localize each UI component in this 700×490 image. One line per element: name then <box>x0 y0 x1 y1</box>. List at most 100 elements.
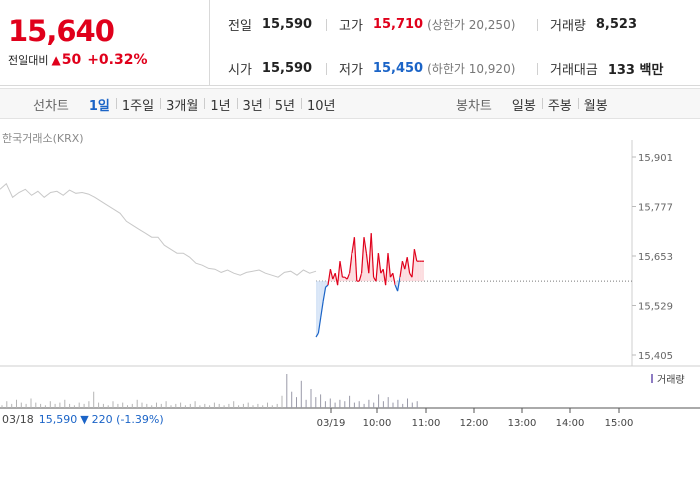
stat-value: 15,710 <box>372 17 424 32</box>
today-area-fill <box>402 261 405 282</box>
stat-amount: 거래대금 133 백만 <box>537 59 663 78</box>
today-line-segment <box>406 257 411 274</box>
x-tick-label: 14:00 <box>556 418 585 429</box>
today-line-segment <box>358 272 363 282</box>
today-line-segment <box>385 253 389 286</box>
today-line-segment <box>370 233 375 278</box>
today-line-segment <box>397 277 401 292</box>
stat-label: 저가 <box>339 63 363 78</box>
today-area-fill <box>414 249 417 282</box>
x-tick-label: 13:00 <box>508 418 537 429</box>
today-area-fill <box>342 277 345 282</box>
today-line-segment <box>325 284 329 288</box>
prev-day-summary: 03/18 15,590 ▼ 220 (-1.39%) <box>2 413 164 426</box>
today-line-segment <box>411 249 415 278</box>
y-tick-label: 15,653 <box>638 252 673 263</box>
prev-day-pct: (-1.39%) <box>116 413 164 426</box>
tab-monthly[interactable]: 월봉 <box>577 95 614 114</box>
stat-value: 133 백만 <box>607 63 664 78</box>
x-tick-label: 11:00 <box>412 418 441 429</box>
x-tick-label: 12:00 <box>460 418 489 429</box>
y-tick-label: 15,405 <box>638 351 673 362</box>
change-percent: +0.32% <box>87 52 148 68</box>
today-line-segment <box>368 233 372 274</box>
previous-day-line <box>0 182 317 278</box>
y-tick-label: 15,777 <box>638 203 673 214</box>
tab-1y[interactable]: 1년 <box>204 95 236 114</box>
x-tick-label: 10:00 <box>363 418 392 429</box>
stat-value: 15,590 <box>261 17 313 32</box>
today-area-fill <box>416 261 420 282</box>
tab-5y[interactable]: 5년 <box>268 95 301 114</box>
today-area-fill <box>316 281 319 338</box>
stat-value: 15,450 <box>372 61 424 76</box>
today-line-segment <box>399 261 403 278</box>
today-line-segment <box>413 249 418 262</box>
today-area-fill <box>352 237 355 282</box>
today-line-segment <box>346 272 351 280</box>
x-tick-label: 03/19 <box>317 418 346 429</box>
stat-label: 시가 <box>228 63 252 78</box>
today-line-segment <box>329 269 334 280</box>
x-tick-label: 15:00 <box>605 418 634 429</box>
stat-value: 15,590 <box>261 61 313 76</box>
stat-label: 고가 <box>339 19 363 34</box>
today-line-segment <box>377 253 382 274</box>
stat-label: 거래량 <box>550 19 586 34</box>
today-line-segment <box>322 287 327 302</box>
today-line-segment <box>375 253 379 282</box>
prev-day-close: 15,590 <box>38 413 78 426</box>
today-line-segment <box>317 316 322 334</box>
today-line-segment <box>320 301 324 318</box>
today-area-fill <box>320 281 324 318</box>
today-area-fill <box>364 237 367 282</box>
today-line-segment <box>363 237 367 254</box>
today-line-segment <box>337 261 341 286</box>
tab-1d[interactable]: 1일 <box>88 99 110 114</box>
today-area-fill <box>421 261 424 282</box>
today-line-segment <box>339 261 343 278</box>
tab-1w[interactable]: 1주일 <box>115 95 160 114</box>
volume-swatch <box>651 374 653 383</box>
stat-label: 전일 <box>228 19 252 34</box>
quote-panel: 15,640 전일대비 ▲ 50 +0.32% 전일 15,590 시가 15,… <box>0 0 700 86</box>
prev-day-date: 03/18 <box>2 413 34 426</box>
tab-weekly[interactable]: 주봉 <box>541 95 578 114</box>
tab-daily[interactable]: 일봉 <box>511 99 536 114</box>
tab-3m[interactable]: 3개월 <box>160 95 204 114</box>
down-triangle-icon: ▼ <box>80 413 89 426</box>
lower-limit: (하한가 10,920) <box>427 62 516 76</box>
stat-low: 저가 15,450 (하한가 10,920) <box>326 59 515 78</box>
today-line-segment <box>315 332 319 338</box>
change-row: 전일대비 ▲ 50 +0.32% <box>8 52 148 68</box>
volume-legend: 거래량 <box>651 371 685 386</box>
today-area-fill <box>419 261 422 282</box>
stat-open: 시가 15,590 <box>228 59 312 78</box>
today-line-segment <box>349 253 353 274</box>
today-line-segment <box>404 257 408 270</box>
exchange-label: 한국거래소(KRX) <box>2 132 84 145</box>
stat-label: 거래대금 <box>550 63 598 78</box>
chart-period-tabbar: 선차트 1일 1주일 3개월 1년 3년 5년 10년 봉차트 일봉 주봉 월봉 <box>0 88 700 119</box>
candle-chart-tabs: 봉차트 일봉 주봉 월봉 <box>456 89 614 120</box>
change-label: 전일대비 <box>8 54 49 67</box>
up-triangle-icon: ▲ <box>51 53 61 67</box>
tab-3y[interactable]: 3년 <box>236 95 269 114</box>
y-tick-label: 15,529 <box>638 302 673 313</box>
stat-value: 8,523 <box>595 17 638 32</box>
candle-chart-label: 봉차트 <box>456 99 492 114</box>
tab-10y[interactable]: 10년 <box>301 95 342 114</box>
today-line-segment <box>392 273 396 286</box>
stat-prev-close: 전일 15,590 <box>228 15 312 34</box>
stat-high: 고가 15,710 (상한가 20,250) <box>326 15 515 34</box>
prev-day-change: 220 <box>91 413 113 426</box>
today-line-segment <box>353 237 358 282</box>
line-chart-label: 선차트 <box>33 99 69 114</box>
change-value: 50 <box>61 52 82 68</box>
today-line-segment <box>327 269 331 286</box>
y-tick-label: 15,901 <box>638 153 673 164</box>
current-price-box: 15,640 전일대비 ▲ 50 +0.32% <box>0 0 210 86</box>
today-line-segment <box>361 237 365 274</box>
volume-legend-label: 거래량 <box>657 375 685 386</box>
